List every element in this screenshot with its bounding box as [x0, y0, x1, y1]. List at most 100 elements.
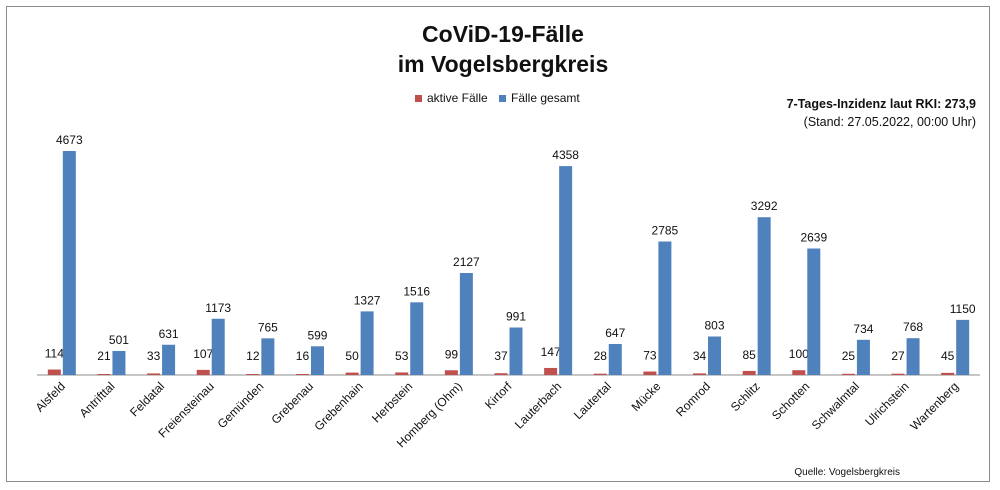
data-label-total-romrod: 803: [705, 319, 725, 333]
data-label-total-homberg-ohm: 2127: [453, 255, 480, 269]
bar-total-alsfeld: [62, 151, 76, 375]
chart-title-line2: im Vogelsbergkreis: [398, 51, 609, 77]
bar-active-herbstein: [395, 372, 409, 375]
data-label-total-wartenberg: 1150: [950, 302, 976, 316]
data-label-total-herbstein: 1516: [403, 284, 430, 298]
bar-total-lautertal: [608, 343, 622, 375]
bar-active-schwalmtal: [841, 373, 855, 375]
bar-total-grebenau: [310, 346, 324, 375]
data-label-total-grebenhain: 1327: [354, 293, 381, 307]
x-tick-label-alsfeld: Alsfeld: [33, 379, 68, 414]
x-tick-label-gemünden: Gemünden: [215, 379, 267, 431]
data-label-total-gemünden: 765: [258, 320, 278, 334]
bar-active-alsfeld: [47, 369, 61, 375]
data-label-active-grebenhain: 50: [345, 349, 359, 363]
data-label-total-freiensteinau: 1173: [205, 301, 231, 315]
bar-active-gemünden: [246, 374, 260, 375]
bar-total-gemünden: [261, 338, 275, 375]
data-label-active-schlitz: 85: [742, 348, 756, 362]
bar-total-feldatal: [162, 344, 176, 375]
data-label-total-grebenau: 599: [307, 328, 327, 342]
data-label-active-antrifttal: 21: [97, 349, 111, 363]
data-label-active-lautertal: 28: [594, 349, 608, 363]
x-tick-label-grebenau: Grebenau: [268, 379, 316, 427]
x-tick-label-schlitz: Schlitz: [728, 379, 763, 414]
x-tick-label-herbstein: Herbstein: [369, 379, 415, 425]
data-label-total-lauterbach: 4358: [552, 148, 579, 162]
data-label-active-mücke: 73: [643, 349, 657, 363]
bar-total-schwalmtal: [856, 339, 870, 375]
data-label-active-ulrichstein: 27: [891, 349, 905, 363]
data-label-total-mücke: 2785: [652, 224, 679, 238]
bar-total-wartenberg: [956, 319, 970, 375]
x-tick-label-lauterbach: Lauterbach: [512, 379, 564, 431]
x-tick-label-antrifttal: Antrifttal: [77, 379, 118, 420]
date-label: (Stand: 27.05.2022, 00:00 Uhr): [804, 115, 976, 129]
source-label: Quelle: Vogelsbergkreis: [794, 467, 900, 478]
bar-active-schlitz: [742, 370, 756, 375]
incidence-label: 7-Tages-Inzidenz laut RKI: 273,9: [787, 97, 976, 111]
data-label-active-wartenberg: 45: [941, 349, 955, 363]
bar-active-mücke: [643, 371, 657, 375]
bar-total-mücke: [658, 241, 672, 375]
data-label-active-alsfeld: 114: [45, 347, 64, 361]
data-label-active-kirtorf: 37: [494, 349, 508, 363]
data-label-active-lauterbach: 147: [541, 345, 561, 359]
bar-total-ulrichstein: [906, 338, 920, 375]
data-label-active-romrod: 34: [693, 349, 707, 363]
data-label-total-feldatal: 631: [159, 327, 179, 341]
legend-swatch-active: [415, 95, 422, 102]
bar-total-antrifttal: [112, 350, 126, 375]
bar-total-romrod: [708, 336, 722, 375]
bar-active-homberg-ohm: [444, 370, 458, 375]
legend: aktive Fälle Fälle gesamt: [415, 91, 580, 105]
x-tick-label-schwalmtal: Schwalmtal: [809, 379, 862, 432]
bar-active-lautertal: [593, 373, 607, 375]
data-label-total-schlitz: 3292: [751, 199, 778, 213]
x-tick-label-lautertal: Lautertal: [571, 379, 614, 422]
data-label-active-homberg-ohm: 99: [445, 347, 459, 361]
data-label-active-schwalmtal: 25: [842, 349, 856, 363]
bar-active-ulrichstein: [891, 373, 905, 375]
x-tick-label-ulrichstein: Ulrichstein: [862, 379, 912, 429]
x-tick-label-schotten: Schotten: [769, 379, 812, 422]
bar-total-schlitz: [757, 217, 771, 375]
data-label-active-gemünden: 12: [246, 349, 260, 363]
x-tick-label-grebenhain: Grebenhain: [311, 379, 365, 433]
x-tick-label-kirtorf: Kirtorf: [482, 379, 515, 412]
bar-active-kirtorf: [494, 373, 508, 375]
data-label-total-schotten: 2639: [800, 230, 827, 244]
bar-total-lauterbach: [559, 166, 573, 375]
bar-active-wartenberg: [941, 372, 955, 375]
chart-marks: 114 4673 Alsfeld 21 501 Antrifttal 33 631 Feldat…: [33, 133, 976, 450]
x-tick-label-wartenberg: Wartenberg: [907, 379, 961, 433]
bar-active-schotten: [792, 370, 806, 375]
bar-total-freiensteinau: [211, 318, 225, 375]
data-label-active-freiensteinau: 107: [193, 347, 213, 361]
x-tick-label-mücke: Mücke: [629, 379, 664, 414]
bar-active-freiensteinau: [196, 369, 210, 375]
bar-active-grebenau: [295, 374, 309, 375]
bar-total-herbstein: [410, 302, 424, 375]
x-tick-label-feldatal: Feldatal: [127, 379, 167, 419]
bar-active-romrod: [693, 373, 707, 375]
data-label-total-schwalmtal: 734: [853, 322, 873, 336]
data-label-active-feldatal: 33: [147, 349, 161, 363]
data-label-active-grebenau: 16: [296, 349, 310, 363]
x-tick-label-romrod: Romrod: [673, 379, 713, 419]
legend-swatch-total: [499, 95, 506, 102]
data-label-total-alsfeld: 4673: [56, 133, 83, 147]
data-label-total-ulrichstein: 768: [903, 320, 923, 334]
chart-title-line1: CoViD-19-Fälle: [422, 21, 584, 47]
data-label-total-kirtorf: 991: [506, 309, 526, 323]
bar-total-kirtorf: [509, 327, 523, 375]
bar-active-feldatal: [147, 373, 161, 375]
bar-active-antrifttal: [97, 373, 111, 375]
legend-label-active: aktive Fälle: [427, 91, 488, 105]
data-label-active-herbstein: 53: [395, 349, 409, 363]
bar-active-grebenhain: [345, 372, 359, 375]
bar-active-lauterbach: [544, 367, 558, 375]
chart-frame: [6, 6, 990, 482]
bar-total-schotten: [807, 248, 821, 375]
